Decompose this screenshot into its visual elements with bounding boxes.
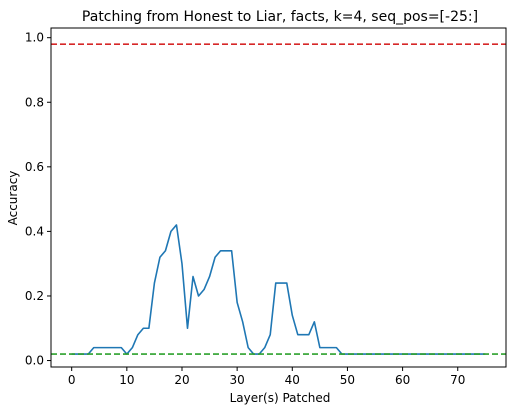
y-tick-label: 1.0 bbox=[25, 31, 44, 45]
y-tick-label: 0.4 bbox=[25, 224, 44, 238]
x-tick-label: 20 bbox=[174, 373, 189, 387]
accuracy-series-line bbox=[71, 224, 486, 355]
chart-title: Patching from Honest to Liar, facts, k=4… bbox=[82, 9, 478, 25]
y-axis-label: Accuracy bbox=[6, 171, 20, 226]
y-tick-label: 0.6 bbox=[25, 160, 44, 174]
x-axis-label: Layer(s) Patched bbox=[230, 391, 331, 405]
x-tick-label: 70 bbox=[450, 373, 465, 387]
x-tick-label: 40 bbox=[285, 373, 300, 387]
y-tick-label: 0.0 bbox=[25, 354, 44, 368]
x-tick-label: 30 bbox=[229, 373, 244, 387]
x-tick-label: 50 bbox=[340, 373, 355, 387]
y-tick-label: 0.2 bbox=[25, 289, 44, 303]
x-axis-ticks: 0 10 20 30 40 50 60 70 bbox=[68, 367, 465, 387]
x-tick-label: 10 bbox=[119, 373, 134, 387]
x-tick-label: 0 bbox=[68, 373, 76, 387]
series-layer bbox=[51, 43, 506, 355]
y-tick-label: 0.8 bbox=[25, 95, 44, 109]
plot-frame bbox=[50, 27, 507, 368]
y-axis-ticks: 0.0 0.2 0.4 0.6 0.8 1.0 bbox=[25, 31, 51, 368]
x-tick-label: 60 bbox=[395, 373, 410, 387]
